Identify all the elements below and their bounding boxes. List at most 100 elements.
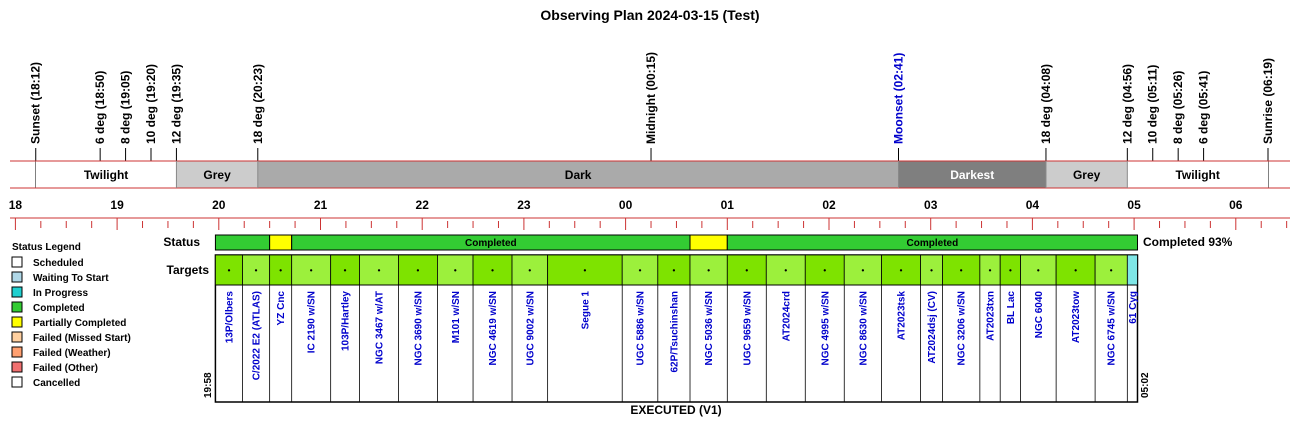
target-name-15: AT2024crd: [781, 291, 792, 341]
status-row: Completed Completed: [214, 234, 1138, 251]
target-block-20: [942, 254, 981, 286]
target-name-0: 13P/Olbers: [224, 291, 235, 344]
target-mark-11: •: [639, 266, 642, 275]
legend-label-6: Failed (Weather): [33, 348, 111, 359]
legend-swatch-3: [11, 301, 23, 313]
target-mark-3: •: [310, 266, 313, 275]
hour-label-6: 00: [619, 198, 633, 212]
target-name-8: NGC 4619 w/SN: [488, 291, 499, 365]
target-mark-7: •: [454, 266, 457, 275]
hour-label-9: 03: [924, 198, 938, 212]
sky-phase-band: Twilight Grey Dark Darkest Grey Twilight: [10, 160, 1290, 189]
target-block-8: [472, 254, 513, 286]
hour-label-2: 20: [212, 198, 226, 212]
target-name-26: 61 Cyg: [1128, 291, 1139, 324]
target-mark-19: •: [930, 266, 933, 275]
chart-title: Observing Plan 2024-03-15 (Test): [540, 7, 759, 23]
target-name-24: AT2023tow: [1071, 291, 1082, 343]
hour-label-11: 05: [1127, 198, 1141, 212]
event-label-3: 10 deg (19:20): [144, 64, 158, 144]
event-label-2: 8 deg (19:05): [119, 71, 133, 144]
phase-band-5: [1127, 161, 1269, 188]
target-block-7: [437, 254, 474, 286]
hour-label-10: 04: [1026, 198, 1040, 212]
hour-label-4: 22: [416, 198, 430, 212]
target-name-3: IC 2190 w/SN: [307, 291, 318, 353]
status-legend: Status Legend Scheduled Waiting To Start I…: [11, 242, 131, 389]
event-label-5: 18 deg (20:23): [251, 64, 265, 144]
legend-swatch-2: [11, 286, 23, 298]
completion-percentage: Completed 93%: [1143, 235, 1233, 249]
hour-label-0: 18: [9, 198, 23, 212]
event-label-12: 6 deg (05:41): [1197, 71, 1211, 144]
target-mark-12: •: [673, 266, 676, 275]
target-mark-18: •: [900, 266, 903, 275]
target-mark-14: •: [745, 266, 748, 275]
target-mark-15: •: [784, 266, 787, 275]
legend-swatch-8: [11, 376, 23, 388]
phase-label-3: Darkest: [950, 168, 994, 182]
target-name-16: NGC 4995 w/SN: [820, 291, 831, 365]
target-mark-8: •: [491, 266, 494, 275]
legend-swatch-1: [11, 271, 23, 283]
target-name-1: C/2022 E2 (ATLAS): [252, 291, 263, 380]
target-name-20: NGC 3206 w/SN: [957, 291, 968, 365]
target-mark-6: •: [417, 266, 420, 275]
target-name-25: NGC 6745 w/SN: [1107, 291, 1118, 365]
target-mark-17: •: [861, 266, 864, 275]
target-mark-9: •: [528, 266, 531, 275]
phase-label-4: Grey: [1073, 168, 1101, 182]
target-mark-0: •: [228, 266, 231, 275]
plan-end-label: 05:02: [1140, 372, 1151, 398]
target-name-6: NGC 3690 w/SN: [413, 291, 424, 365]
status-segment-0: [214, 234, 271, 251]
status-segment-1: [269, 234, 293, 251]
hour-axis: 18 19 20 21 22 23 00 01 02 03 04 05 06: [9, 198, 1290, 230]
target-name-7: M101 w/SN: [451, 291, 462, 343]
event-label-7: Moonset (02:41): [891, 53, 905, 144]
target-mark-23: •: [1037, 266, 1040, 275]
event-label-8: 18 deg (04:08): [1039, 64, 1053, 144]
hour-label-12: 06: [1229, 198, 1243, 212]
target-block-24: [1055, 254, 1096, 286]
hour-label-7: 01: [721, 198, 735, 212]
legend-label-4: Partially Completed: [33, 318, 126, 329]
target-name-18: AT2023tsk: [897, 291, 908, 341]
target-name-12: 62P/Tsuchinshan: [669, 291, 680, 373]
legend-label-1: Waiting To Start: [33, 273, 109, 284]
target-mark-13: •: [707, 266, 710, 275]
target-name-9: UGC 9002 w/SN: [525, 291, 536, 365]
status-segment-label-2: Completed: [465, 238, 517, 249]
phase-label-0: Twilight: [84, 168, 128, 182]
target-mark-4: •: [344, 266, 347, 275]
target-block-6: [398, 254, 438, 286]
event-markers: Sunset (18:12) 6 deg (18:50) 8 deg (19:05)…: [29, 52, 1275, 188]
phase-label-1: Grey: [203, 168, 231, 182]
target-name-23: NGC 6040: [1034, 291, 1045, 339]
target-name-21: AT2023txn: [986, 291, 997, 341]
legend-label-3: Completed: [33, 303, 85, 314]
hour-label-1: 19: [110, 198, 124, 212]
target-block-23: [1020, 254, 1057, 286]
target-mark-22: •: [1009, 266, 1012, 275]
target-block-15: [765, 254, 806, 286]
target-name-22: BL Lac: [1006, 291, 1017, 325]
status-segment-3: [689, 234, 728, 251]
event-label-11: 8 deg (05:26): [1171, 71, 1185, 144]
phase-label-2: Dark: [565, 168, 592, 182]
target-block-26: [1126, 254, 1138, 286]
event-label-6: Midnight (00:15): [644, 52, 658, 144]
phase-band-0: [35, 161, 177, 188]
hour-label-8: 02: [822, 198, 836, 212]
target-mark-21: •: [989, 266, 992, 275]
target-block-1: [242, 254, 271, 286]
target-mark-5: •: [378, 266, 381, 275]
target-name-11: UGC 5886 w/SN: [636, 291, 647, 365]
phase-band-3: [898, 161, 1046, 188]
plan-start-label: 19:58: [203, 372, 214, 398]
target-name-2: YZ Cnc: [276, 291, 287, 326]
event-label-4: 12 deg (19:35): [169, 64, 183, 144]
targets-row: • 13P/Olbers • C/2022 E2 (ATLAS) • YZ Cnc • IC …: [214, 254, 1139, 403]
target-name-13: NGC 5036 w/SN: [704, 291, 715, 365]
